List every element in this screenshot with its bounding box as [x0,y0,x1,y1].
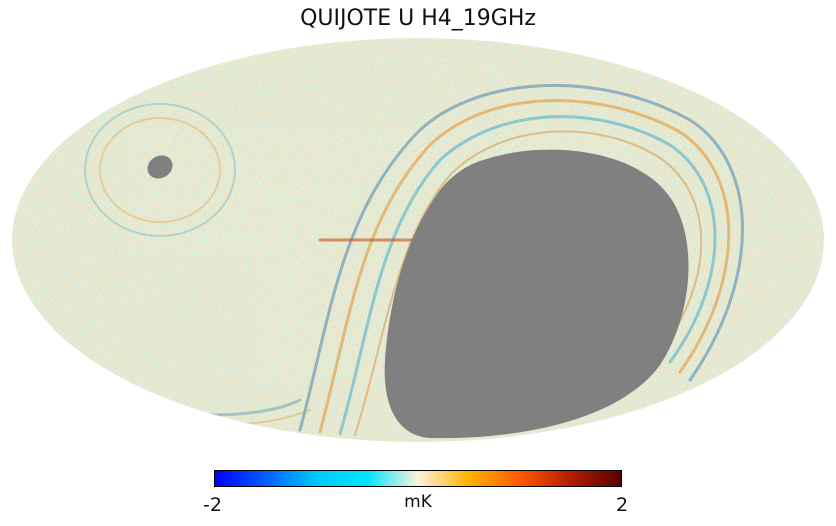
masked-region-small [147,155,173,179]
colorbar [214,470,622,487]
map-title: QUIJOTE U H4_19GHz [300,6,536,31]
masked-region-large [384,149,689,439]
colorbar-max-label: 2 [616,494,629,516]
sky-map [12,38,824,442]
colorbar-min-label: -2 [203,494,222,516]
scan-stripes [84,83,744,436]
colorbar-unit-label: mK [404,492,432,512]
